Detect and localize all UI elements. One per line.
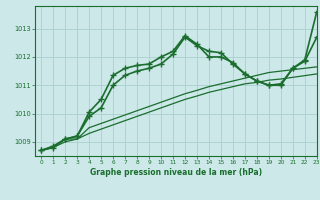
X-axis label: Graphe pression niveau de la mer (hPa): Graphe pression niveau de la mer (hPa)	[90, 168, 262, 177]
